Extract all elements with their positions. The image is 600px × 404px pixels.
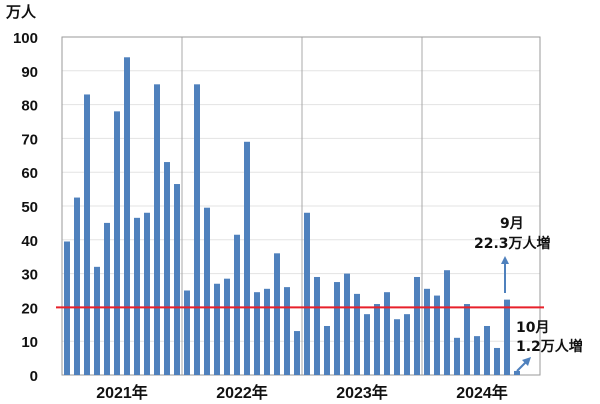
- annotation-october: 10月 1.2万人増: [516, 320, 583, 372]
- bar: [104, 222, 110, 375]
- annotation-sep-text: 22.3万人増: [474, 235, 551, 252]
- bar: [354, 293, 360, 375]
- gridlines: [62, 37, 540, 375]
- bar: [184, 290, 190, 375]
- bar: [344, 273, 350, 375]
- bar: [74, 197, 80, 375]
- bar: [304, 212, 310, 375]
- bar: [244, 141, 250, 375]
- bar: [424, 288, 430, 375]
- x-axis-year-labels: 2021年 2022年 2023年 2024年: [96, 383, 508, 402]
- bar: [384, 292, 390, 375]
- y-tick-label: 10: [21, 334, 38, 351]
- bar: [144, 212, 150, 375]
- bar: [514, 370, 520, 375]
- y-tick-label: 50: [21, 199, 38, 216]
- bar: [364, 314, 370, 375]
- bar: [224, 278, 230, 375]
- annotation-sep-arrowhead: [501, 256, 509, 264]
- y-tick-label: 40: [21, 233, 38, 250]
- bar: [204, 207, 210, 375]
- annotation-sep-month: 9月: [500, 216, 524, 232]
- x-tick-label: 2021年: [96, 383, 148, 402]
- x-tick-label: 2024年: [456, 383, 508, 402]
- bar: [494, 347, 500, 375]
- bar: [254, 292, 260, 375]
- bar: [374, 304, 380, 375]
- bar: [154, 84, 160, 375]
- y-tick-label: 30: [21, 267, 38, 284]
- bar: [164, 162, 170, 375]
- y-tick-label: 100: [13, 30, 38, 47]
- annotation-oct-arrowhead: [522, 357, 531, 366]
- y-tick-label: 20: [21, 300, 38, 317]
- bar: [174, 184, 180, 375]
- bar: [264, 288, 270, 375]
- y-axis-unit-label: 万人: [5, 3, 37, 21]
- plot-area-frame: [61, 36, 541, 376]
- bar: [134, 217, 140, 375]
- bar: [94, 266, 100, 375]
- bar: [404, 314, 410, 375]
- bar: [394, 319, 400, 375]
- bar: [474, 336, 480, 375]
- bar: [194, 84, 200, 375]
- bar: [454, 337, 460, 375]
- x-tick-label: 2023年: [336, 383, 388, 402]
- annotation-oct-month: 10月: [516, 320, 549, 336]
- bar: [284, 287, 290, 375]
- bar: [464, 304, 470, 375]
- x-tick-label: 2022年: [216, 383, 268, 402]
- bar: [444, 270, 450, 375]
- y-tick-label: 0: [30, 368, 38, 385]
- bar: [234, 234, 240, 375]
- y-tick-label: 60: [21, 165, 38, 182]
- y-tick-label: 90: [21, 64, 38, 81]
- bar: [214, 283, 220, 375]
- bar: [294, 331, 300, 375]
- bar: [504, 299, 510, 375]
- bar: [334, 282, 340, 375]
- bar: [274, 253, 280, 375]
- bar: [124, 57, 130, 375]
- bar: [84, 94, 90, 376]
- bar: [414, 276, 420, 375]
- y-tick-label: 80: [21, 98, 38, 115]
- bar: [314, 276, 320, 375]
- bar: [434, 295, 440, 375]
- bar: [324, 325, 330, 375]
- bar: [484, 325, 490, 375]
- annotation-september: 9月 22.3万人増: [474, 216, 551, 293]
- annotation-oct-text: 1.2万人増: [516, 338, 583, 355]
- y-tick-label: 70: [21, 131, 38, 148]
- bar: [114, 111, 120, 376]
